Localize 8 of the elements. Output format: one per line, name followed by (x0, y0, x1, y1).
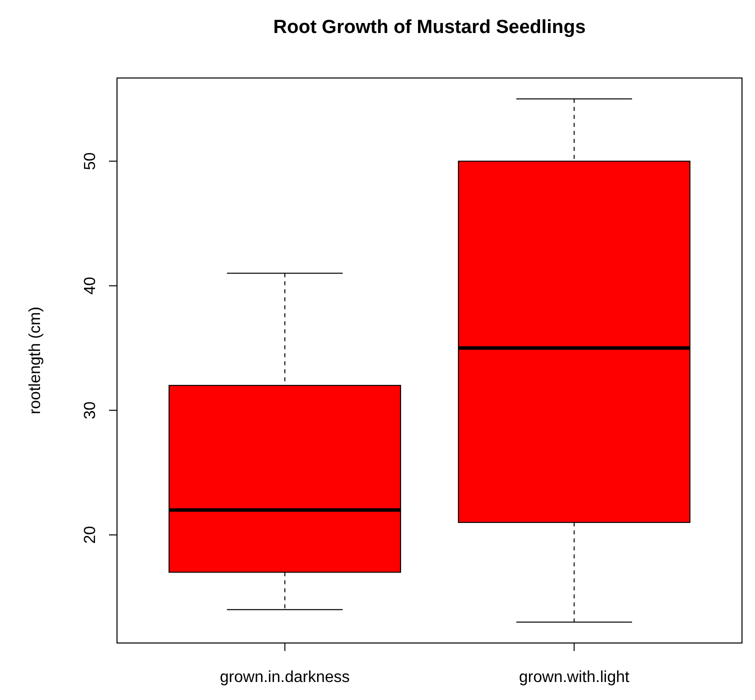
y-tick-label: 20 (82, 526, 99, 544)
x-tick-label: grown.in.darkness (220, 669, 350, 686)
y-tick-label: 30 (82, 401, 99, 420)
y-tick-label: 40 (82, 276, 99, 295)
y-axis-title: rootlength (cm) (27, 306, 44, 414)
y-tick-label: 50 (82, 152, 99, 170)
x-tick-label: grown.with.light (519, 669, 630, 686)
chart-title: Root Growth of Mustard Seedlings (273, 17, 586, 38)
